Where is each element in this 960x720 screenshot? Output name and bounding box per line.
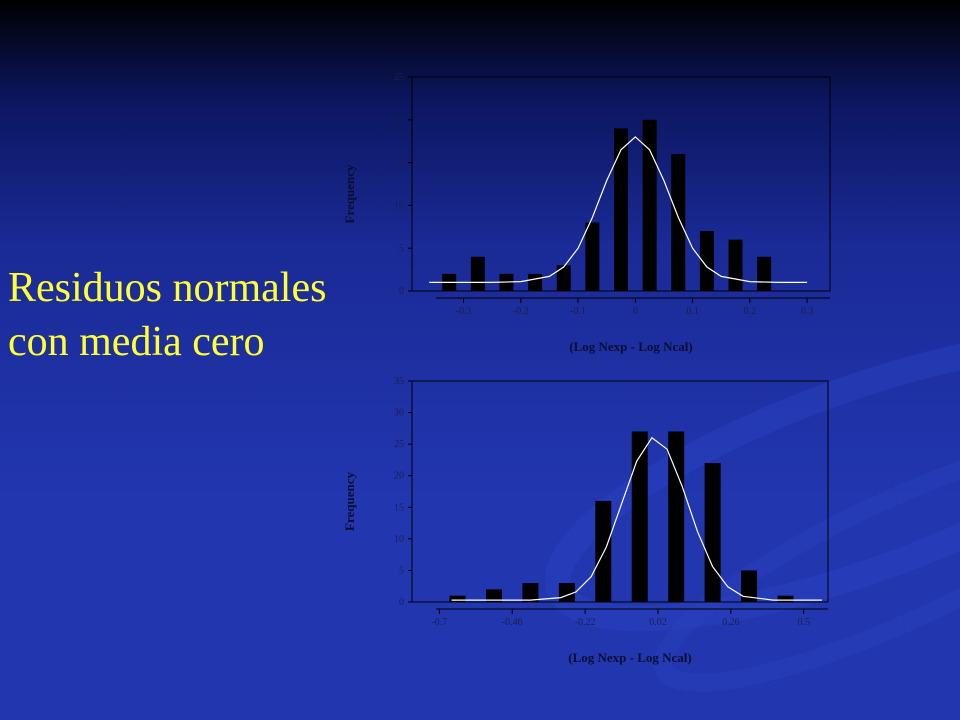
y-axis-title: Frequency: [342, 472, 357, 531]
y-tick-label: 10: [394, 534, 404, 545]
bar: [777, 595, 794, 602]
caption-line: Residuos normales: [8, 265, 327, 311]
bar: [585, 222, 600, 291]
x-tick-label: 0.26: [722, 617, 740, 628]
bar: [699, 231, 714, 291]
x-tick-label: 0.1: [686, 306, 699, 317]
x-tick-label: 0.02: [649, 617, 667, 628]
y-tick-label: 25: [394, 439, 404, 450]
x-tick-label: -0.2: [513, 306, 529, 317]
y-tick-label: 5: [399, 565, 404, 576]
bar: [470, 256, 485, 291]
bar: [556, 265, 571, 291]
bar: [741, 570, 758, 602]
y-tick-label: 0: [399, 286, 404, 297]
y-tick-label: 10: [394, 200, 404, 211]
bar: [757, 256, 772, 291]
y-tick-label: 20: [394, 115, 404, 126]
y-tick-label: 35: [394, 376, 404, 387]
x-tick-label: -0.1: [570, 306, 586, 317]
normal-curve: [429, 136, 808, 283]
caption-line: con media cero: [8, 319, 265, 365]
x-tick-label: 0.2: [744, 306, 757, 317]
y-tick-label: 30: [394, 408, 404, 419]
bar: [728, 239, 743, 291]
bar: [671, 154, 686, 291]
plot-frame: [411, 380, 829, 603]
bar: [704, 463, 721, 602]
x-axis-title: (Log Nexp - Log Ncal): [568, 650, 692, 665]
y-tick-label: 15: [394, 158, 404, 169]
y-axis-title: Frequency: [342, 164, 357, 223]
normal-curve: [451, 436, 822, 601]
bar: [595, 500, 612, 602]
y-tick-label: 25: [394, 72, 404, 83]
bar: [485, 589, 502, 602]
bar: [668, 431, 685, 602]
y-tick-label: 20: [394, 471, 404, 482]
x-tick-label: 0: [633, 306, 638, 317]
y-tick-label: 0: [399, 597, 404, 608]
x-axis-title: (Log Nexp - Log Ncal): [569, 339, 693, 354]
x-tick-label: -0.46: [502, 617, 523, 628]
y-tick-label: 5: [399, 243, 404, 254]
bar: [642, 119, 657, 291]
bar: [528, 273, 543, 291]
bar: [631, 431, 648, 602]
x-tick-label: 0.3: [801, 306, 814, 317]
bar: [522, 583, 539, 602]
x-tick-label: 0.5: [797, 617, 810, 628]
x-tick-label: -0.22: [575, 617, 596, 628]
bar: [558, 583, 575, 602]
x-tick-label: -0.3: [456, 306, 472, 317]
bar: [614, 128, 628, 291]
bar: [449, 595, 466, 602]
y-tick-label: 15: [394, 502, 404, 513]
x-tick-label: -0.7: [431, 617, 447, 628]
